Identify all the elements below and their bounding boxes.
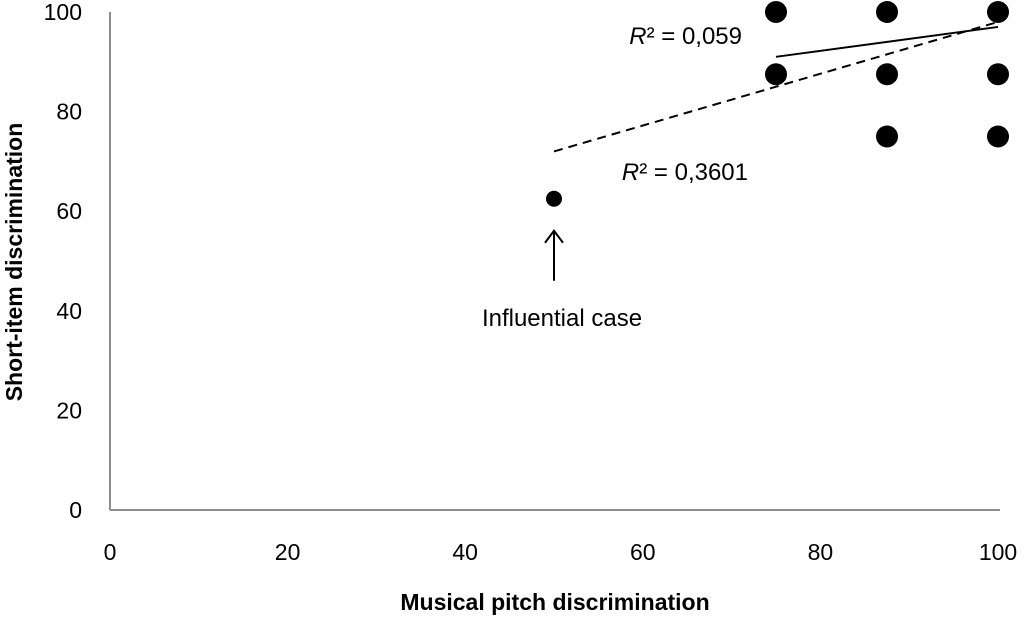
data-point — [987, 125, 1009, 148]
y-tick-label: 80 — [56, 99, 82, 125]
r-squared-label: R² = 0,059 — [629, 23, 742, 50]
x-tick-label: 40 — [452, 539, 478, 565]
x-tick-label: 60 — [630, 539, 656, 565]
influential-case-annotation: Influential case — [482, 229, 642, 332]
data-point — [765, 1, 787, 23]
trendlines — [553, 20, 999, 153]
r-squared-label: R² = 0,3601 — [622, 159, 748, 186]
annotation-label: Influential case — [482, 305, 642, 332]
y-tick-label: 60 — [56, 198, 82, 224]
data-points — [546, 1, 1009, 207]
trendline-dashed — [553, 20, 999, 153]
y-tick-label: 20 — [56, 397, 82, 423]
data-point — [987, 1, 1009, 23]
axes — [109, 12, 1000, 511]
x-tick-label: 100 — [979, 539, 1017, 565]
y-tick-label: 40 — [56, 298, 82, 324]
y-tick-label: 0 — [69, 497, 82, 523]
data-point — [876, 125, 898, 148]
x-tick-labels: 0 20 40 60 80 100 — [104, 539, 1018, 565]
y-tick-label: 100 — [44, 0, 82, 25]
y-axis-title: Short-item discrimination — [1, 123, 27, 402]
data-point-influential — [546, 190, 562, 207]
y-tick-labels: 0 20 40 60 80 100 — [44, 0, 82, 523]
x-tick-label: 20 — [275, 539, 301, 565]
data-point — [876, 1, 898, 23]
data-point — [765, 63, 787, 86]
data-point — [987, 63, 1009, 86]
r-squared-labels: R² = 0,059 R² = 0,3601 — [622, 23, 748, 186]
x-axis-title: Musical pitch discrimination — [400, 589, 709, 615]
x-tick-label: 80 — [808, 539, 834, 565]
data-point — [876, 63, 898, 86]
x-tick-label: 0 — [104, 539, 117, 565]
annotation-arrow-head — [544, 229, 564, 244]
